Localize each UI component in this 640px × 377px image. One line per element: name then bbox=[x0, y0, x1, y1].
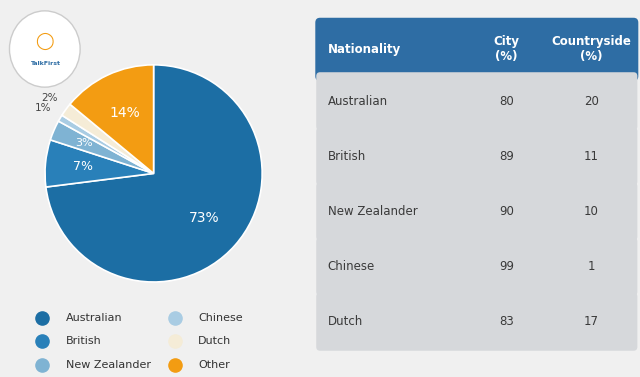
FancyBboxPatch shape bbox=[316, 293, 637, 351]
Text: British: British bbox=[66, 336, 102, 346]
Text: 7%: 7% bbox=[74, 160, 93, 173]
Text: 10: 10 bbox=[584, 205, 598, 218]
Text: 73%: 73% bbox=[189, 211, 220, 225]
Text: New Zealander: New Zealander bbox=[66, 360, 151, 370]
FancyBboxPatch shape bbox=[316, 72, 637, 130]
Text: British: British bbox=[328, 150, 366, 163]
Text: 89: 89 bbox=[499, 150, 514, 163]
Wedge shape bbox=[58, 115, 154, 173]
Wedge shape bbox=[45, 140, 154, 187]
Wedge shape bbox=[70, 65, 154, 173]
Text: Dutch: Dutch bbox=[198, 336, 232, 346]
FancyBboxPatch shape bbox=[316, 127, 637, 185]
Text: ◯: ◯ bbox=[35, 32, 54, 50]
Text: 17: 17 bbox=[584, 315, 599, 328]
Circle shape bbox=[10, 11, 80, 87]
Text: 1: 1 bbox=[588, 260, 595, 273]
Text: TalkFirst: TalkFirst bbox=[30, 61, 60, 66]
Text: Nationality: Nationality bbox=[328, 43, 401, 56]
Text: 99: 99 bbox=[499, 260, 514, 273]
Text: Countryside
(%): Countryside (%) bbox=[551, 35, 631, 63]
Text: 90: 90 bbox=[499, 205, 514, 218]
Text: Chinese: Chinese bbox=[328, 260, 375, 273]
Text: 11: 11 bbox=[584, 150, 599, 163]
Wedge shape bbox=[62, 104, 154, 173]
FancyBboxPatch shape bbox=[316, 18, 638, 81]
Text: Australian: Australian bbox=[328, 95, 388, 108]
Text: City
(%): City (%) bbox=[493, 35, 520, 63]
Text: New Zealander: New Zealander bbox=[328, 205, 417, 218]
Text: 20: 20 bbox=[584, 95, 598, 108]
Text: 1%: 1% bbox=[35, 103, 52, 113]
FancyBboxPatch shape bbox=[316, 182, 637, 241]
Text: Other: Other bbox=[198, 360, 230, 370]
Text: 14%: 14% bbox=[109, 106, 140, 120]
Text: Chinese: Chinese bbox=[198, 313, 243, 323]
Text: 83: 83 bbox=[499, 315, 514, 328]
Text: Dutch: Dutch bbox=[328, 315, 363, 328]
Text: 3%: 3% bbox=[75, 138, 93, 148]
Text: 2%: 2% bbox=[42, 93, 58, 103]
Wedge shape bbox=[46, 65, 262, 282]
Point bbox=[422, 262, 433, 268]
FancyBboxPatch shape bbox=[316, 238, 637, 296]
Point bbox=[422, 40, 433, 46]
Text: 80: 80 bbox=[499, 95, 514, 108]
Text: Australian: Australian bbox=[66, 313, 122, 323]
Wedge shape bbox=[51, 121, 154, 173]
